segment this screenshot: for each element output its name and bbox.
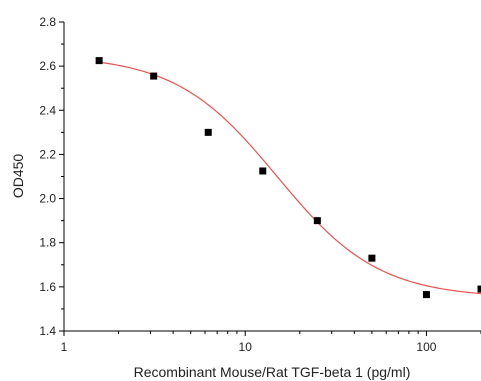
x-tick-label: 100 — [416, 340, 436, 354]
y-axis-label: OD450 — [10, 154, 26, 199]
data-point — [313, 217, 321, 225]
x-axis-label: Recombinant Mouse/Rat TGF-beta 1 (pg/ml) — [134, 364, 411, 380]
y-tick-label: 2.0 — [39, 192, 56, 206]
data-point — [259, 167, 267, 175]
data-point — [95, 57, 103, 65]
data-point — [422, 291, 430, 299]
y-tick-label: 2.8 — [39, 15, 56, 29]
y-tick-label: 2.2 — [39, 147, 56, 161]
y-tick-label: 2.6 — [39, 59, 56, 73]
data-point — [477, 285, 481, 293]
y-tick-label: 1.4 — [39, 324, 56, 338]
data-point — [368, 254, 376, 262]
x-axis: 1 10 100 — [61, 330, 481, 354]
y-axis: 1.4 1.6 1.8 2.0 2.2 2.4 2.6 2.8 — [39, 15, 65, 338]
y-tick-label: 1.6 — [39, 280, 56, 294]
data-point — [204, 128, 212, 136]
y-tick-label: 1.8 — [39, 236, 56, 250]
fit-curve — [99, 61, 481, 295]
fit-curve-group — [99, 61, 481, 295]
x-tick-label: 10 — [239, 340, 253, 354]
data-point — [150, 72, 158, 80]
x-tick-label: 1 — [61, 340, 68, 354]
y-tick-label: 2.4 — [39, 103, 56, 117]
data-points-group — [95, 57, 481, 299]
